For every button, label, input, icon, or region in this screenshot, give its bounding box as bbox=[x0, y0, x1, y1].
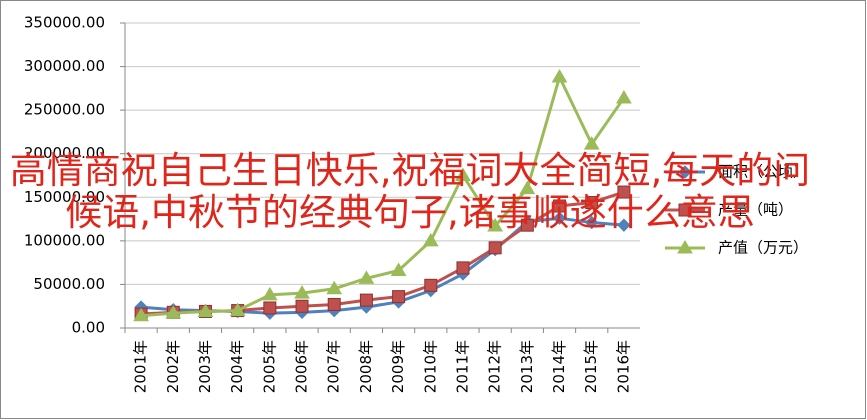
x-tick-label: 2004年 bbox=[228, 340, 246, 393]
y-tick-label: 200000.00 bbox=[24, 144, 105, 162]
series-line bbox=[140, 72, 626, 318]
point bbox=[359, 293, 373, 307]
point bbox=[585, 215, 599, 230]
y-tick-label: 100000.00 bbox=[24, 231, 105, 249]
overlay-title: 高情商祝自己生日快乐,祝福词大全简短,每天的问候语,中秋节的经典句子,诸事顺遂什… bbox=[9, 149, 811, 234]
y-tick-label: 300000.00 bbox=[24, 57, 105, 75]
x-tick-label: 2011年 bbox=[453, 340, 471, 393]
legend-label: 面积（公顷） bbox=[718, 163, 808, 181]
point bbox=[520, 218, 534, 232]
point bbox=[519, 180, 536, 195]
point bbox=[392, 290, 406, 304]
x-tick-label: 2001年 bbox=[132, 340, 150, 393]
x-tick-label: 2003年 bbox=[196, 340, 214, 393]
point bbox=[617, 218, 631, 232]
point bbox=[617, 185, 631, 199]
x-tick-label: 2002年 bbox=[164, 340, 182, 393]
point bbox=[583, 136, 600, 150]
legend-label: 产量（吨） bbox=[718, 201, 793, 219]
point bbox=[327, 297, 341, 311]
point bbox=[390, 262, 407, 276]
point bbox=[551, 69, 568, 83]
point bbox=[487, 218, 504, 232]
x-tick-label: 2005年 bbox=[260, 340, 278, 393]
point bbox=[456, 261, 470, 275]
point bbox=[585, 196, 599, 210]
point bbox=[488, 241, 502, 255]
x-tick-label: 2008年 bbox=[357, 340, 375, 393]
point bbox=[294, 285, 310, 299]
point bbox=[165, 305, 182, 319]
legend-marker bbox=[677, 240, 693, 254]
point bbox=[422, 232, 439, 247]
legend-marker bbox=[678, 203, 692, 217]
x-tick-label: 2009年 bbox=[389, 340, 407, 393]
point bbox=[197, 303, 214, 317]
x-tick-label: 2010年 bbox=[421, 340, 439, 393]
x-tick-label: 2016年 bbox=[614, 340, 632, 393]
legend-label: 产值（万元） bbox=[718, 239, 808, 257]
point bbox=[553, 199, 567, 213]
y-tick-label: 50000.00 bbox=[33, 275, 105, 293]
point bbox=[424, 278, 438, 292]
y-tick-label: 350000.00 bbox=[24, 14, 105, 32]
point bbox=[326, 280, 343, 295]
point bbox=[552, 211, 567, 225]
legend-marker bbox=[678, 165, 692, 179]
point bbox=[295, 299, 309, 313]
point bbox=[358, 270, 375, 284]
point bbox=[263, 301, 277, 315]
point bbox=[229, 302, 246, 317]
x-tick-label: 2015年 bbox=[582, 340, 600, 393]
x-tick-label: 2014年 bbox=[550, 340, 568, 393]
x-tick-label: 2007年 bbox=[325, 340, 343, 393]
x-tick-label: 2006年 bbox=[293, 340, 311, 393]
y-tick-label: 0.00 bbox=[72, 319, 105, 337]
point bbox=[261, 286, 278, 301]
x-tick-label: 2013年 bbox=[518, 340, 536, 393]
y-tick-label: 150000.00 bbox=[24, 188, 105, 206]
point bbox=[455, 167, 471, 181]
point bbox=[133, 307, 149, 322]
y-tick-label: 250000.00 bbox=[24, 101, 105, 119]
point bbox=[616, 89, 632, 104]
x-tick-label: 2012年 bbox=[486, 340, 504, 393]
